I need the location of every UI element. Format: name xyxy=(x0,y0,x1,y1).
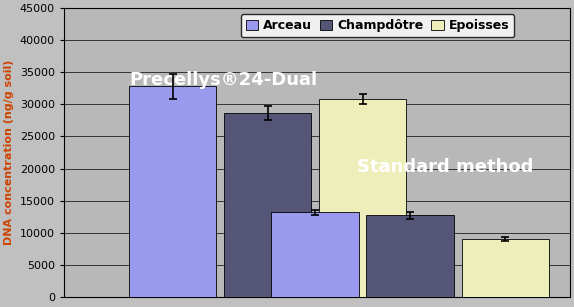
Text: Standard method: Standard method xyxy=(358,158,534,176)
Bar xyxy=(224,113,311,297)
Bar xyxy=(319,99,406,297)
Bar xyxy=(129,87,216,297)
Text: Precellys®24-Dual: Precellys®24-Dual xyxy=(130,71,318,89)
Legend: Arceau, Champdôtre, Epoisses: Arceau, Champdôtre, Epoisses xyxy=(241,14,514,37)
Bar xyxy=(272,212,359,297)
Y-axis label: DNA concentration (ng/g soil): DNA concentration (ng/g soil) xyxy=(4,60,14,245)
Bar xyxy=(367,216,454,297)
Bar xyxy=(461,239,549,297)
